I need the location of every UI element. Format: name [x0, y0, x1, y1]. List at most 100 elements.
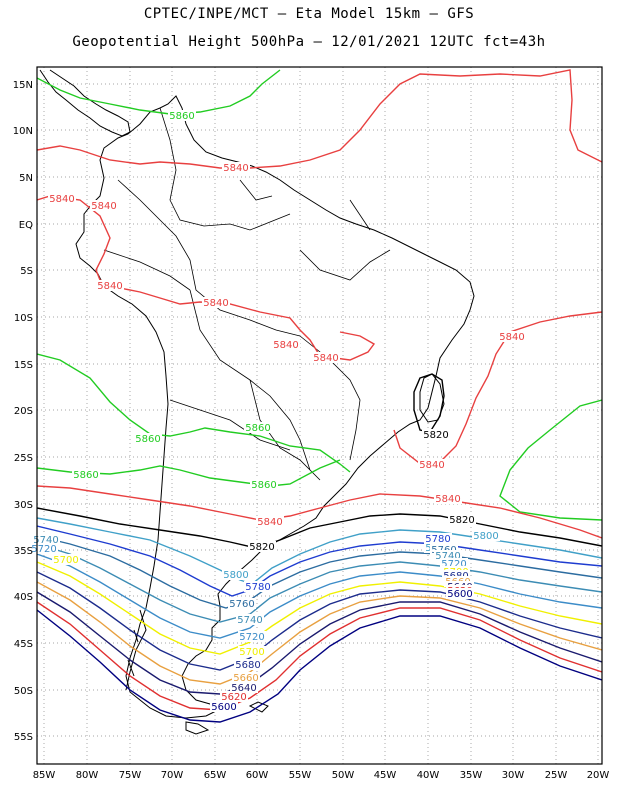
contour-label-5840: 5840 [97, 281, 122, 292]
latitude-tick-label: 10S [14, 313, 33, 324]
contour-label-5660: 5660 [233, 673, 258, 684]
axis-tick-labels: 15N10N5NEQ5S10S15S20S25S30S35S40S45S50S5… [13, 80, 610, 781]
longitude-tick-label: 70W [161, 770, 184, 781]
contour-label-background [250, 479, 278, 490]
contour-label-5820: 5820 [423, 430, 448, 441]
contour-5860-mid [37, 353, 351, 473]
contour-5620 [37, 601, 602, 711]
contour-label-5600: 5600 [447, 589, 472, 600]
contour-label-background [418, 459, 446, 470]
contour-label-5680: 5680 [235, 660, 260, 671]
contour-label-background [90, 200, 118, 211]
map-frame [36, 66, 603, 765]
contour-5760 [37, 535, 602, 609]
contour-label-5600: 5600 [211, 702, 236, 713]
longitude-tick-label: 45W [374, 770, 397, 781]
contour-5840-south [37, 485, 602, 539]
contour-label-background [202, 297, 230, 308]
contour-label-background [232, 672, 260, 683]
longitude-tick-label: 60W [246, 770, 269, 781]
contour-label-background [134, 433, 162, 444]
contour-label-background [424, 533, 452, 544]
contour-label-background [430, 544, 458, 555]
contour-label-background [30, 543, 58, 554]
longitude-tick-label: 85W [33, 770, 56, 781]
contour-label-5840: 5840 [273, 340, 298, 351]
contour-label-background [222, 569, 250, 580]
contour-label-5860: 5860 [245, 423, 270, 434]
contour-label-5740: 5740 [33, 535, 58, 546]
contour-5680 [37, 571, 602, 671]
contour-label-5740: 5740 [435, 551, 460, 562]
contour-label-5820: 5820 [449, 515, 474, 526]
longitude-tick-label: 30W [502, 770, 525, 781]
contour-label-5840: 5840 [223, 163, 248, 174]
contour-label-background [448, 514, 476, 525]
contour-label-background [446, 588, 474, 599]
contour-label-5860: 5860 [135, 434, 160, 445]
contour-label-5840: 5840 [313, 353, 338, 364]
contour-5600 [37, 609, 602, 723]
longitude-tick-label: 35W [460, 770, 483, 781]
contour-label-background [222, 162, 250, 173]
latitude-tick-label: 20S [14, 406, 33, 417]
contour-label-background [96, 280, 124, 291]
contour-label-background [238, 631, 266, 642]
contour-5840-west [37, 195, 376, 361]
contour-label-5720: 5720 [239, 632, 264, 643]
contour-5720 [37, 553, 602, 639]
contour-labels: 5860 5860 5860 5860 5860 5840 5840 5840 5840 5840… [30, 110, 526, 713]
central-america-coast [39, 69, 131, 137]
contour-label-5780: 5780 [245, 582, 270, 593]
contour-label-5860: 5860 [251, 480, 276, 491]
longitude-tick-label: 75W [119, 770, 142, 781]
contour-label-background [256, 516, 284, 527]
contour-label-background [220, 691, 248, 702]
contour-5820 [37, 507, 602, 549]
contour-5780 [37, 525, 602, 597]
contour-label-background [238, 646, 266, 657]
contour-5740 [37, 543, 602, 623]
map-title: CPTEC/INPE/MCT – Eta Model 15km – GFS [143, 6, 475, 22]
contour-label-background [244, 422, 272, 433]
contour-5640 [37, 591, 602, 695]
latitude-tick-label: 5S [20, 266, 33, 277]
contour-label-5800: 5800 [223, 570, 248, 581]
contour-label-background [32, 534, 60, 545]
contour-label-5800: 5800 [473, 531, 498, 542]
longitude-tick-label: 65W [204, 770, 227, 781]
contour-label-5640: 5640 [231, 683, 256, 694]
falkland-islands [248, 701, 269, 713]
latitude-tick-label: EQ [19, 220, 33, 231]
longitude-tick-label: 55W [289, 770, 312, 781]
latitude-tick-label: 35S [14, 546, 33, 557]
latitude-tick-label: 40S [14, 592, 33, 603]
map-subtitle: Geopotential Height 500hPa – 12/01/2021 … [72, 34, 546, 50]
latitude-tick-label: 5N [19, 173, 33, 184]
latitude-tick-label: 15N [13, 80, 33, 91]
contour-label-background [168, 110, 196, 121]
contour-label-background [248, 541, 276, 552]
longitude-tick-label: 25W [545, 770, 568, 781]
contour-label-background [244, 581, 272, 592]
contour-label-5700: 5700 [53, 555, 78, 566]
latitude-tick-label: 45S [14, 639, 33, 650]
contour-label-background [472, 530, 500, 541]
latitude-tick-label: 10N [13, 126, 33, 137]
contour-label-background [230, 682, 258, 693]
contour-label-background [52, 554, 80, 565]
contour-label-5840: 5840 [203, 298, 228, 309]
contour-label-5840: 5840 [257, 517, 282, 528]
contour-label-5720: 5720 [31, 544, 56, 555]
contour-label-background [72, 469, 100, 480]
contour-5860-south [37, 459, 341, 487]
longitude-tick-label: 80W [76, 770, 99, 781]
contour-label-5840: 5840 [419, 460, 444, 471]
contour-label-5840: 5840 [435, 494, 460, 505]
contour-5820-island [413, 373, 445, 433]
contour-label-5780: 5780 [425, 534, 450, 545]
contour-label-5620: 5620 [221, 692, 246, 703]
contour-label-5840: 5840 [91, 201, 116, 212]
contour-label-background [422, 429, 450, 440]
